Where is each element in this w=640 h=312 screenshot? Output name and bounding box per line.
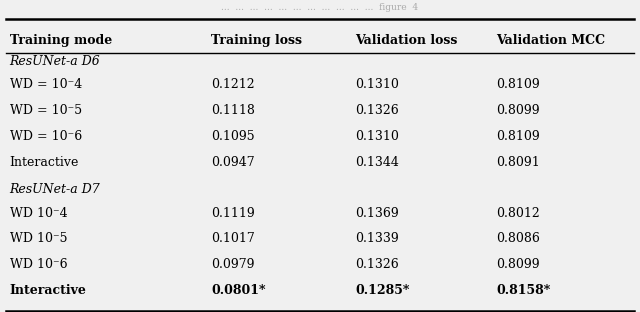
Text: 0.1326: 0.1326 [355, 258, 399, 271]
Text: 0.1326: 0.1326 [355, 104, 399, 117]
Text: ResUNet-a D7: ResUNet-a D7 [10, 183, 100, 196]
Text: ...  ...  ...  ...  ...  ...  ...  ...  ...  ...  ...  figure  4: ... ... ... ... ... ... ... ... ... ... … [221, 3, 419, 12]
Text: WD = 10⁻5: WD = 10⁻5 [10, 104, 82, 117]
Text: Interactive: Interactive [10, 284, 86, 297]
Text: 0.0979: 0.0979 [211, 258, 255, 271]
Text: 0.1119: 0.1119 [211, 207, 255, 220]
Text: 0.1310: 0.1310 [355, 130, 399, 143]
Text: 0.1369: 0.1369 [355, 207, 399, 220]
Text: 0.0947: 0.0947 [211, 156, 255, 169]
Text: 0.8091: 0.8091 [496, 156, 540, 169]
Text: WD = 10⁻4: WD = 10⁻4 [10, 78, 82, 91]
Text: 0.1310: 0.1310 [355, 78, 399, 91]
Text: Validation loss: Validation loss [355, 34, 458, 47]
Text: Validation MCC: Validation MCC [496, 34, 605, 47]
Text: Training mode: Training mode [10, 34, 112, 47]
Text: 0.8086: 0.8086 [496, 232, 540, 246]
Text: WD 10⁻4: WD 10⁻4 [10, 207, 67, 220]
Text: 0.8012: 0.8012 [496, 207, 540, 220]
Text: 0.1339: 0.1339 [355, 232, 399, 246]
Text: 0.1344: 0.1344 [355, 156, 399, 169]
Text: WD 10⁻6: WD 10⁻6 [10, 258, 67, 271]
Text: 0.8099: 0.8099 [496, 258, 540, 271]
Text: 0.8158*: 0.8158* [496, 284, 550, 297]
Text: 0.1017: 0.1017 [211, 232, 255, 246]
Text: 0.1118: 0.1118 [211, 104, 255, 117]
Text: 0.0801*: 0.0801* [211, 284, 266, 297]
Text: 0.8109: 0.8109 [496, 78, 540, 91]
Text: 0.8109: 0.8109 [496, 130, 540, 143]
Text: 0.8099: 0.8099 [496, 104, 540, 117]
Text: Training loss: Training loss [211, 34, 302, 47]
Text: WD = 10⁻6: WD = 10⁻6 [10, 130, 82, 143]
Text: 0.1212: 0.1212 [211, 78, 255, 91]
Text: 0.1285*: 0.1285* [355, 284, 410, 297]
Text: 0.1095: 0.1095 [211, 130, 255, 143]
Text: WD 10⁻5: WD 10⁻5 [10, 232, 67, 246]
Text: Interactive: Interactive [10, 156, 79, 169]
Text: ResUNet-a D6: ResUNet-a D6 [10, 55, 100, 68]
